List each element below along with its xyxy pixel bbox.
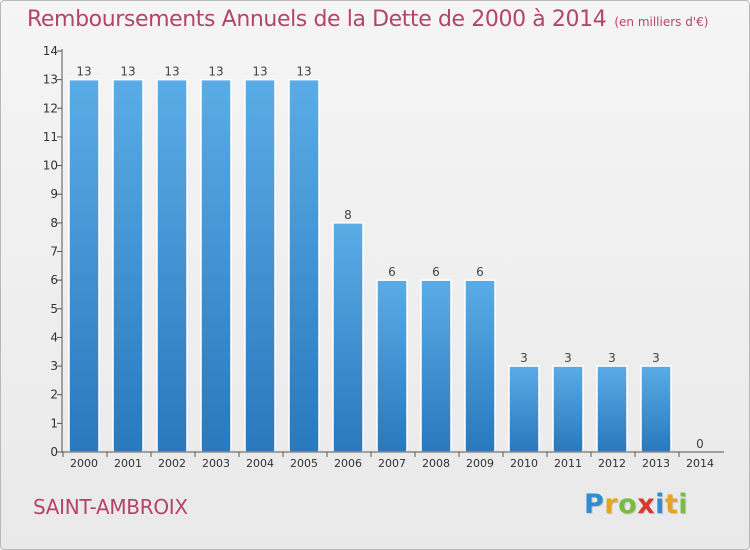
bar-2009[interactable]: [464, 279, 496, 453]
x-tick-label: 2006: [334, 457, 362, 470]
data-label-2012: 3: [608, 351, 616, 365]
y-tick-label: 8: [50, 216, 58, 230]
chart-subtitle: (en milliers d'€): [614, 15, 709, 29]
logo-letter: o: [618, 489, 638, 520]
x-tick-label: 2014: [686, 457, 714, 470]
bar-2013[interactable]: [640, 365, 672, 453]
data-label-2001: 13: [120, 65, 135, 79]
proxiti-logo[interactable]: Proxiti: [584, 489, 688, 520]
y-tick-label: 14: [43, 44, 58, 58]
bars: [68, 78, 672, 453]
bar-2001[interactable]: [112, 78, 144, 453]
y-tick-label: 7: [50, 245, 58, 259]
x-tick-label: 2004: [246, 457, 274, 470]
data-label-2009: 6: [476, 265, 484, 279]
bar-2008[interactable]: [420, 279, 452, 453]
x-tick-label: 2012: [598, 457, 626, 470]
y-tick-label: 2: [50, 388, 58, 402]
x-tick-label: 2005: [290, 457, 318, 470]
y-tick-label: 3: [50, 359, 58, 373]
logo-letter: i: [678, 489, 689, 520]
x-axis: 2000 2001 2002 2003 2004 2005 2006 2007 2008 2009…: [62, 451, 724, 470]
y-tick-label: 6: [50, 273, 58, 287]
logo-letter: x: [637, 489, 656, 520]
data-label-2007: 6: [388, 265, 396, 279]
x-tick-label: 2011: [554, 457, 582, 470]
bar-2004[interactable]: [244, 78, 276, 453]
x-tick-label: 2008: [422, 457, 450, 470]
chart-title: Remboursements Annuels de la Dette de 20…: [27, 7, 708, 32]
y-tick-label: 9: [50, 187, 58, 201]
y-tick-label: 4: [50, 330, 58, 344]
bar-2012[interactable]: [596, 365, 628, 453]
y-tick-label: 10: [43, 159, 58, 173]
x-tick-label: 2013: [642, 457, 670, 470]
x-tick-label: 2001: [114, 457, 142, 470]
bar-2000[interactable]: [68, 78, 100, 453]
bar-2007[interactable]: [376, 279, 408, 453]
bar-2006[interactable]: [332, 222, 364, 453]
x-tick-label: 2009: [466, 457, 494, 470]
x-tick-label: 2010: [510, 457, 538, 470]
data-label-2014: 0: [696, 437, 704, 451]
y-tick-label: 12: [43, 101, 58, 115]
x-tick-label: 2002: [158, 457, 186, 470]
x-tick-label: 2003: [202, 457, 230, 470]
data-label-2004: 13: [252, 65, 267, 79]
y-tick-label: 5: [50, 302, 58, 316]
data-label-2011: 3: [564, 351, 572, 365]
y-tick-label: 11: [43, 130, 58, 144]
x-tick-label: 2007: [378, 457, 406, 470]
y-tick-label: 0: [50, 445, 58, 459]
logo-letter: i: [655, 489, 665, 520]
title-text: Remboursements Annuels de la Dette de 20…: [27, 7, 607, 32]
data-label-2002: 13: [164, 65, 179, 79]
data-label-2013: 3: [652, 351, 660, 365]
data-label-2003: 13: [208, 65, 223, 79]
data-label-2008: 6: [432, 265, 440, 279]
commune-name: SAINT-AMBROIX: [33, 495, 188, 519]
x-tick-label: 2000: [70, 457, 98, 470]
bar-2005[interactable]: [288, 78, 320, 453]
y-tick-label: 1: [50, 416, 58, 430]
bar-2011[interactable]: [552, 365, 584, 453]
logo-letter: P: [584, 489, 605, 520]
y-tick-label: 13: [43, 73, 58, 87]
data-labels: 13 13 13 13 13 13 8 6 6 6 3 3 3 3 0: [76, 65, 703, 451]
logo-letter: t: [664, 489, 679, 520]
bar-2003[interactable]: [200, 78, 232, 453]
data-label-2000: 13: [76, 65, 91, 79]
data-label-2010: 3: [520, 351, 528, 365]
logo-letter: r: [604, 489, 619, 520]
bar-2002[interactable]: [156, 78, 188, 453]
data-label-2005: 13: [296, 65, 311, 79]
data-label-2006: 8: [344, 208, 352, 222]
bar-2010[interactable]: [508, 365, 540, 453]
